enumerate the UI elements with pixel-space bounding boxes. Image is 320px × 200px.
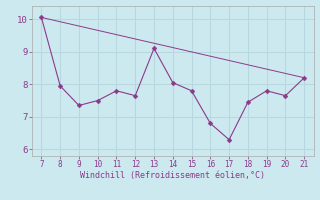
X-axis label: Windchill (Refroidissement éolien,°C): Windchill (Refroidissement éolien,°C) [80,171,265,180]
